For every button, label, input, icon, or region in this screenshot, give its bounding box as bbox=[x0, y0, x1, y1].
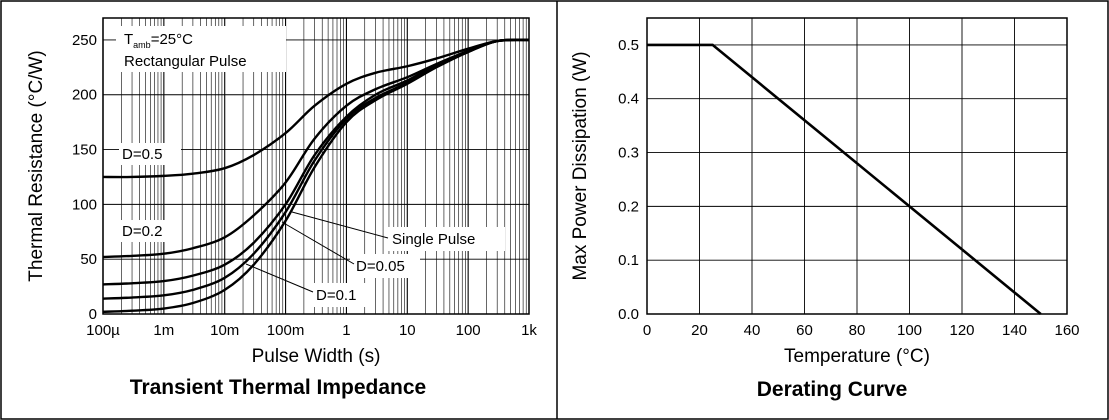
series-label-d01: D=0.1 bbox=[316, 287, 356, 304]
transient-thermal-impedance-chart: 100µ 1m 10m 100m 1 10 100 1k 0 50 100 150 200 250 Tam… bbox=[26, 17, 537, 399]
chart1-x-tick-label: 1m bbox=[153, 322, 174, 339]
leader-d01 bbox=[245, 263, 314, 293]
chart1-y-tick-label: 150 bbox=[72, 142, 97, 159]
chart2-y-tick-label: 0.4 bbox=[618, 91, 639, 108]
chart2-x-tick-label: 0 bbox=[643, 322, 651, 339]
chart1-y-tick-label: 200 bbox=[72, 87, 97, 104]
chart2-plot-frame bbox=[646, 17, 1068, 315]
chart2-x-tick-label: 140 bbox=[1002, 322, 1027, 339]
chart1-y-tick-label: 0 bbox=[89, 306, 97, 323]
chart2-x-tick-label: 20 bbox=[691, 322, 708, 339]
leader-single-pulse bbox=[291, 211, 389, 239]
curve-d-0-5 bbox=[102, 38, 530, 179]
chart2-y-tick-label: 0.1 bbox=[618, 252, 639, 269]
derating-line bbox=[647, 43, 1042, 316]
chart2-x-tick-label: 80 bbox=[849, 322, 866, 339]
series-label-d02: D=0.2 bbox=[122, 223, 162, 240]
chart2-grid bbox=[646, 18, 1068, 315]
d005-label-bg bbox=[350, 254, 420, 278]
chart2-curves bbox=[647, 43, 1042, 316]
chart2-x-axis-label: Temperature (°C) bbox=[784, 346, 930, 367]
chart1-title: Transient Thermal Impedance bbox=[130, 376, 426, 399]
chart1-curves bbox=[102, 38, 530, 314]
chart2-x-tick-label: 120 bbox=[949, 322, 974, 339]
curve-single-pulse bbox=[102, 38, 530, 314]
chart1-x-tick-label: 100m bbox=[267, 322, 305, 339]
chart2-y-tick-label: 0.3 bbox=[618, 145, 639, 162]
chart1-x-axis-label: Pulse Width (s) bbox=[252, 346, 381, 367]
leader-d005 bbox=[281, 221, 355, 265]
d02-label-bg bbox=[119, 220, 181, 242]
chart1-x-tick-label: 10 bbox=[399, 322, 416, 339]
t-amb-label: Tamb=25°C bbox=[124, 31, 193, 50]
chart2-tick-labels: 0 20 40 60 80 100 120 140 160 0.0 0.1 0.2 0.3 0.4 0.5 bbox=[618, 37, 1079, 339]
chart1-x-tick-label: 10m bbox=[210, 322, 239, 339]
chart2-title: Derating Curve bbox=[757, 378, 908, 401]
chart1-y-axis-label: Thermal Resistance (°C/W) bbox=[26, 50, 47, 281]
pulse-type-label: Rectangular Pulse bbox=[124, 53, 247, 70]
chart1-x-tick-label: 1 bbox=[342, 322, 350, 339]
chart2-y-tick-label: 0.2 bbox=[618, 198, 639, 215]
chart2-y-axis-label: Max Power Dissipation (W) bbox=[570, 51, 591, 280]
series-label-d005: D=0.05 bbox=[356, 258, 405, 275]
chart1-plot-frame bbox=[102, 17, 530, 315]
chart1-x-tick-label: 1k bbox=[521, 322, 537, 339]
chart2-x-tick-label: 40 bbox=[744, 322, 761, 339]
series-label-d05: D=0.5 bbox=[122, 146, 162, 163]
single-label-bg bbox=[385, 227, 505, 251]
chart2-x-tick-label: 100 bbox=[897, 322, 922, 339]
chart1-y-tick-label: 100 bbox=[72, 196, 97, 213]
d05-label-bg bbox=[119, 143, 181, 165]
chart1-x-tick-label: 100µ bbox=[86, 322, 120, 339]
chart1-tick-labels: 100µ 1m 10m 100m 1 10 100 1k 0 50 100 150 200 250 bbox=[72, 32, 537, 339]
conditions-box bbox=[116, 26, 286, 72]
chart2-y-tick-label: 0.5 bbox=[618, 37, 639, 54]
chart1-x-tick-label: 100 bbox=[456, 322, 481, 339]
chart2-x-tick-label: 60 bbox=[796, 322, 813, 339]
d01-label-bg bbox=[310, 283, 372, 307]
chart1-y-tick-label: 50 bbox=[80, 251, 97, 268]
chart2-x-tick-label: 160 bbox=[1054, 322, 1079, 339]
chart2-y-tick-label: 0.0 bbox=[618, 306, 639, 323]
chart1-y-tick-label: 250 bbox=[72, 32, 97, 49]
derating-curve-chart: 0 20 40 60 80 100 120 140 1600.00.10.20.30.40.5 … bbox=[570, 17, 1080, 401]
series-label-single-pulse: Single Pulse bbox=[392, 231, 475, 248]
